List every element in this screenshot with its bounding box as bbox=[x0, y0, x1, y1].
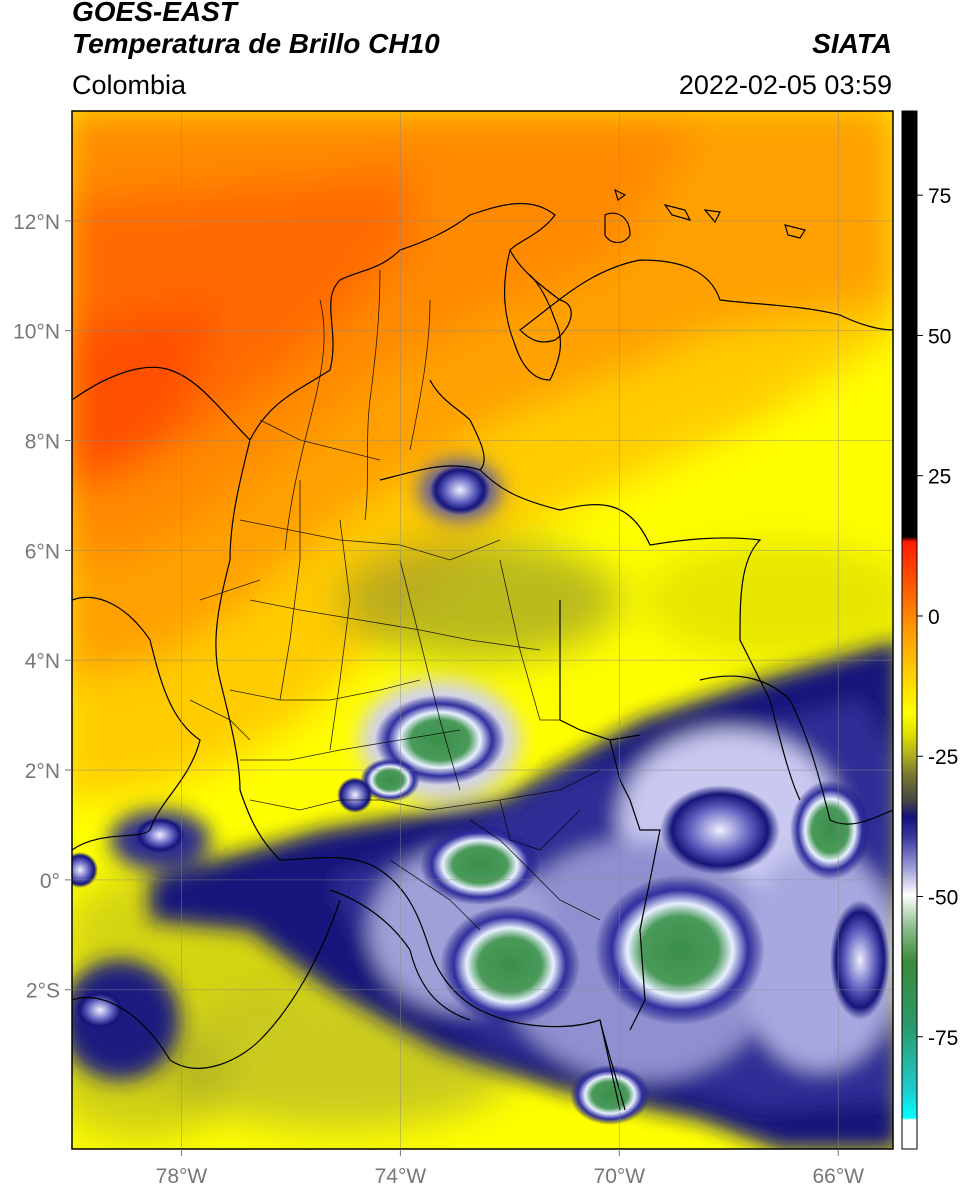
colorbar-tick-label: 0 bbox=[928, 606, 940, 629]
latitude-ticks: 12°N 10°N 8°N 6°N 4°N 2°N 0° 2°S bbox=[13, 211, 72, 1003]
lon-tick-label: 66°W bbox=[812, 1165, 864, 1188]
satellite-title: GOES-EAST bbox=[72, 0, 237, 27]
timestamp-label: 2022-02-05 03:59 bbox=[678, 70, 892, 100]
lat-tick-label: 4°N bbox=[25, 650, 60, 673]
colorbar-tick-label: -50 bbox=[928, 887, 958, 910]
brand-label: SIATA bbox=[812, 28, 892, 59]
colorbar-tick-label: 50 bbox=[928, 325, 951, 348]
product-title: Temperatura de Brillo CH10 bbox=[72, 28, 440, 59]
colorbar: 75 50 25 0 -25 -50 -75 bbox=[901, 110, 958, 1150]
lat-tick-label: 2°S bbox=[26, 980, 60, 1003]
lon-tick-label: 70°W bbox=[594, 1165, 646, 1188]
region-label: Colombia bbox=[72, 70, 187, 100]
map-frame bbox=[71, 110, 894, 1150]
lat-tick-label: 10°N bbox=[13, 321, 60, 344]
colorbar-tick-label: -75 bbox=[928, 1027, 958, 1050]
lon-tick-label: 78°W bbox=[156, 1165, 208, 1188]
borders-and-coastlines bbox=[72, 188, 893, 1111]
colorbar-tick-label: 75 bbox=[928, 185, 951, 208]
colorbar-ticks: 75 50 25 0 -25 -50 -75 bbox=[917, 185, 958, 1050]
lat-tick-label: 2°N bbox=[25, 760, 60, 783]
lat-tick-label: 12°N bbox=[13, 211, 60, 234]
lon-tick-label: 74°W bbox=[375, 1165, 427, 1188]
colorbar-tick-label: 25 bbox=[928, 466, 951, 489]
colorbar-tick-label: -25 bbox=[928, 746, 958, 769]
lat-tick-label: 6°N bbox=[25, 540, 60, 563]
lat-tick-label: 0° bbox=[40, 870, 60, 893]
colorbar-ramp bbox=[901, 110, 918, 1150]
graticule bbox=[72, 111, 893, 1149]
department-borders bbox=[189, 269, 601, 931]
brightness-temperature-field bbox=[72, 111, 893, 1149]
lat-tick-label: 8°N bbox=[25, 431, 60, 454]
longitude-ticks: 78°W 74°W 70°W 66°W bbox=[156, 1149, 864, 1188]
